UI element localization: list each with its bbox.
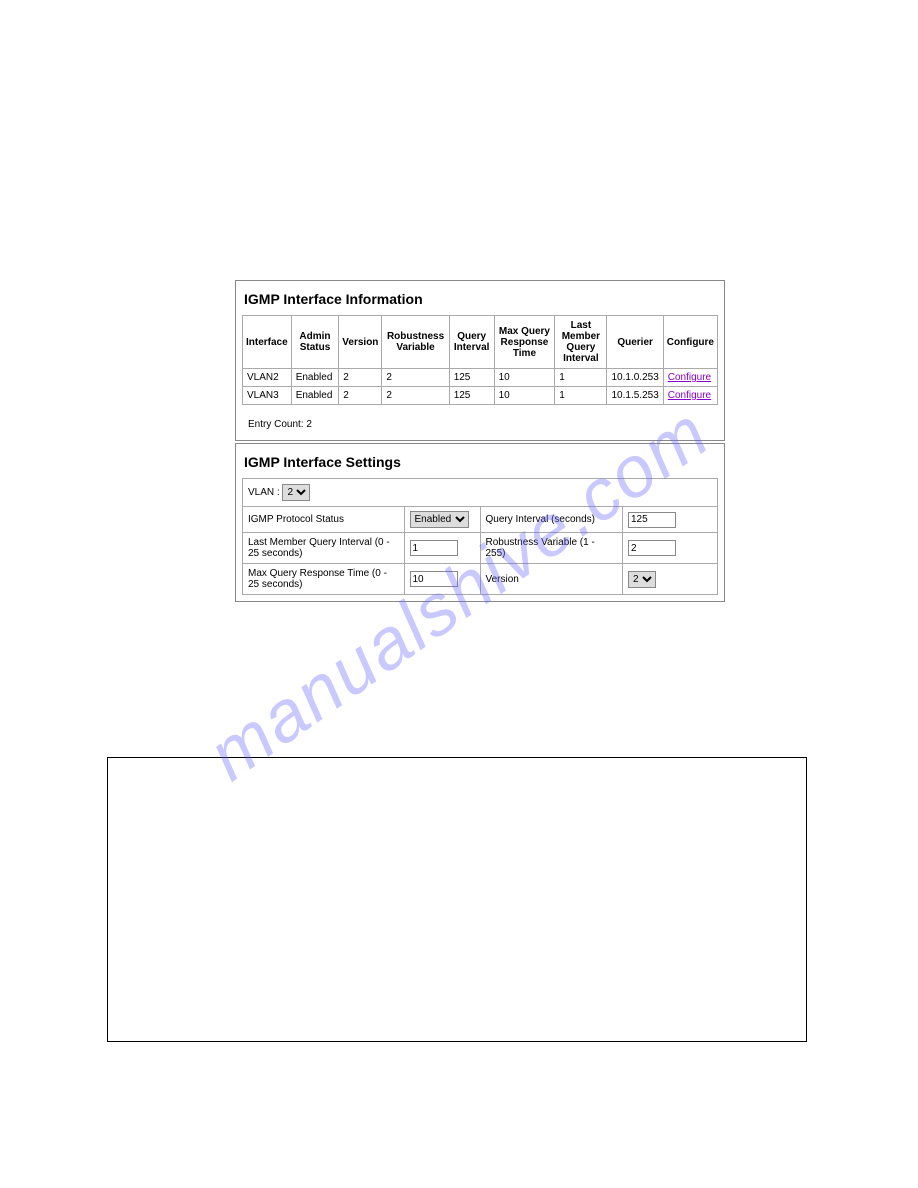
igmp-info-panel: IGMP Interface Information Interface Adm…	[235, 280, 725, 441]
last-member-input[interactable]	[410, 540, 458, 556]
robustness-label-cell: Robustness Variable (1 - 255)	[480, 533, 623, 564]
vlan-select[interactable]: 2	[282, 484, 310, 501]
cell-admin-status: Enabled	[291, 369, 339, 387]
settings-row: Max Query Response Time (0 - 25 seconds)…	[243, 564, 718, 595]
panels-container: IGMP Interface Information Interface Adm…	[235, 280, 725, 604]
cell-last-member-qi: 1	[555, 369, 607, 387]
vlan-cell: VLAN : 2	[243, 479, 718, 507]
version-label-cell: Version	[480, 564, 623, 595]
query-interval-input[interactable]	[628, 512, 676, 528]
protocol-status-label-cell: IGMP Protocol Status	[243, 507, 405, 533]
col-last-member-qi: Last Member Query Interval	[555, 316, 607, 369]
query-interval-label-cell: Query Interval (seconds)	[480, 507, 623, 533]
protocol-status-select[interactable]: Enabled	[410, 511, 469, 528]
last-member-value-cell	[404, 533, 480, 564]
robustness-input[interactable]	[628, 540, 676, 556]
cell-querier: 10.1.5.253	[607, 387, 663, 405]
max-query-label-cell: Max Query Response Time (0 - 25 seconds)	[243, 564, 405, 595]
settings-row: Last Member Query Interval (0 - 25 secon…	[243, 533, 718, 564]
igmp-settings-panel: IGMP Interface Settings VLAN : 2 IGMP Pr…	[235, 443, 725, 602]
version-select[interactable]: 2	[628, 571, 656, 588]
cell-interface: VLAN2	[243, 369, 292, 387]
table-header-row: Interface Admin Status Version Robustnes…	[243, 316, 718, 369]
col-admin-status: Admin Status	[291, 316, 339, 369]
version-value-cell: 2	[623, 564, 718, 595]
col-interface: Interface	[243, 316, 292, 369]
cell-last-member-qi: 1	[555, 387, 607, 405]
cell-configure: Configure	[663, 387, 717, 405]
table-row: VLAN2 Enabled 2 2 125 10 1 10.1.0.253 Co…	[243, 369, 718, 387]
cell-max-query-resp: 10	[494, 369, 555, 387]
cell-robustness: 2	[382, 369, 449, 387]
configure-link[interactable]: Configure	[668, 390, 711, 401]
cell-version: 2	[339, 369, 382, 387]
col-robustness: Robustness Variable	[382, 316, 449, 369]
col-max-query-resp: Max Query Response Time	[494, 316, 555, 369]
info-panel-title: IGMP Interface Information	[244, 291, 718, 307]
col-configure: Configure	[663, 316, 717, 369]
robustness-value-cell	[623, 533, 718, 564]
cell-interface: VLAN3	[243, 387, 292, 405]
settings-panel-title: IGMP Interface Settings	[244, 454, 718, 470]
cell-query-interval: 125	[449, 387, 494, 405]
table-row: VLAN3 Enabled 2 2 125 10 1 10.1.5.253 Co…	[243, 387, 718, 405]
igmp-settings-table: VLAN : 2 IGMP Protocol Status Enabled Qu…	[242, 478, 718, 595]
protocol-status-value-cell: Enabled	[404, 507, 480, 533]
cell-admin-status: Enabled	[291, 387, 339, 405]
col-querier: Querier	[607, 316, 663, 369]
empty-box	[107, 757, 807, 1042]
vlan-label: VLAN :	[248, 487, 280, 498]
last-member-label-cell: Last Member Query Interval (0 - 25 secon…	[243, 533, 405, 564]
max-query-input[interactable]	[410, 571, 458, 587]
cell-robustness: 2	[382, 387, 449, 405]
cell-version: 2	[339, 387, 382, 405]
entry-count-label: Entry Count: 2	[248, 419, 718, 430]
igmp-info-table: Interface Admin Status Version Robustnes…	[242, 315, 718, 405]
col-version: Version	[339, 316, 382, 369]
settings-row: IGMP Protocol Status Enabled Query Inter…	[243, 507, 718, 533]
configure-link[interactable]: Configure	[668, 372, 711, 383]
col-query-interval: Query Interval	[449, 316, 494, 369]
cell-configure: Configure	[663, 369, 717, 387]
cell-querier: 10.1.0.253	[607, 369, 663, 387]
cell-query-interval: 125	[449, 369, 494, 387]
max-query-value-cell	[404, 564, 480, 595]
query-interval-value-cell	[623, 507, 718, 533]
cell-max-query-resp: 10	[494, 387, 555, 405]
vlan-row: VLAN : 2	[243, 479, 718, 507]
